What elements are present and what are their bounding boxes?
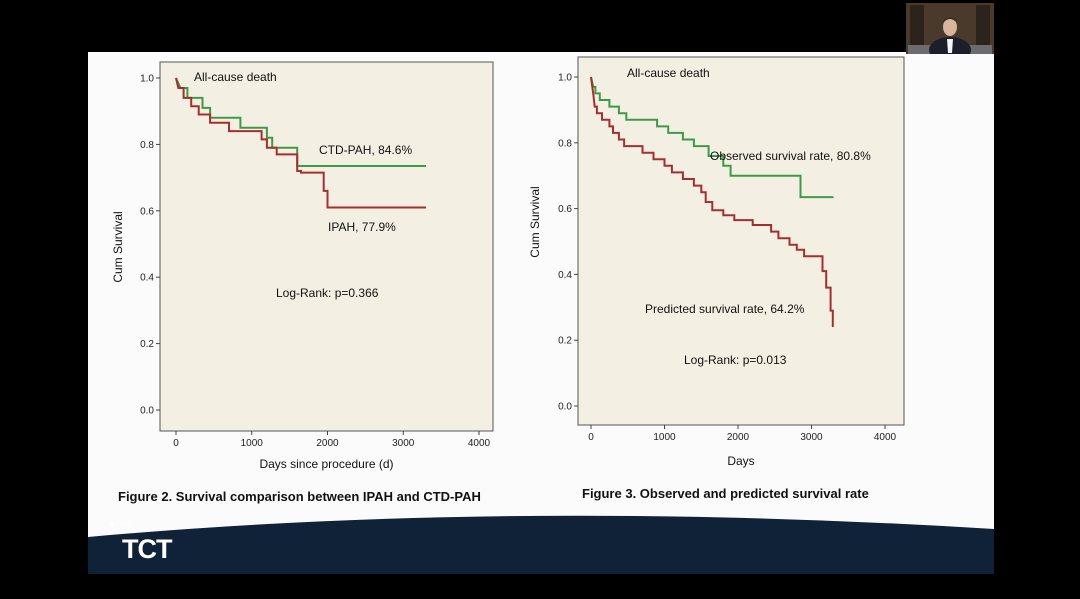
y-tick-label: 0.4: [140, 273, 154, 284]
x-tick-label: 1000: [241, 438, 264, 449]
presenter-webcam: [906, 3, 994, 54]
chart-title: All-cause death: [194, 70, 277, 84]
series-line-red: [590, 76, 834, 327]
y-tick-label: 0.4: [558, 270, 572, 281]
x-tick-label: 3000: [392, 438, 415, 449]
x-tick-label: 1000: [653, 432, 676, 443]
y-tick-label: 0.2: [140, 339, 154, 350]
survival-chart-observed-predicted: 0.0 0.2 0.4 0.6 0.8 1.0 0 1000 2000 3000 4000 Days C…: [528, 56, 905, 468]
x-tick-label: 2000: [316, 438, 339, 449]
series-line-green: [590, 76, 834, 199]
figure-2-caption: Figure 2. Survival comparison between IP…: [118, 489, 481, 504]
figure-3-caption: Figure 3. Observed and predicted surviva…: [582, 486, 869, 501]
plot-area: [577, 56, 905, 426]
y-tick-label: 0.0: [558, 402, 572, 413]
y-tick-label: 0.0: [140, 406, 154, 417]
presentation-slide: 0.0 0.2 0.4 0.6 0.8 1.0 0 1000 2000 3000 4000 Days …: [88, 52, 994, 574]
series-label: CTD-PAH, 84.6%: [319, 143, 412, 157]
y-axis-label: Cum Survival: [111, 211, 125, 282]
series-label: Predicted survival rate, 64.2%: [645, 302, 805, 316]
x-tick-label: 4000: [468, 438, 491, 449]
x-tick-label: 0: [588, 432, 594, 443]
y-tick-label: 0.6: [140, 206, 154, 217]
series-line-red: [175, 77, 426, 209]
series-label: Observed survival rate, 80.8%: [710, 149, 871, 163]
x-axis-label: Days: [727, 454, 754, 468]
log-rank-annotation: Log-Rank: p=0.366: [276, 286, 379, 300]
y-tick-label: 0.6: [558, 204, 572, 215]
crf-logo-mark: ♥CRF: [110, 520, 134, 530]
y-tick-label: 0.8: [558, 138, 572, 149]
chart-title: All-cause death: [627, 66, 710, 80]
x-tick-label: 3000: [800, 432, 823, 443]
x-tick-label: 2000: [727, 432, 750, 443]
slide-footer-band: [88, 515, 994, 574]
survival-chart-ipah-ctd: 0.0 0.2 0.4 0.6 0.8 1.0 0 1000 2000 3000 4000 Days …: [111, 61, 494, 471]
y-tick-label: 0.8: [140, 140, 154, 151]
x-tick-label: 0: [173, 438, 179, 449]
crf-logo-text: CRF: [115, 520, 134, 530]
x-axis-label: Days since procedure (d): [259, 457, 393, 471]
tct-logo: TCT: [122, 534, 172, 564]
series-line-green: [175, 77, 426, 167]
x-tick-label: 4000: [874, 432, 897, 443]
log-rank-annotation: Log-Rank: p=0.013: [684, 353, 787, 367]
y-tick-label: 1.0: [558, 73, 572, 84]
series-label: IPAH, 77.9%: [328, 220, 396, 234]
y-axis-label: Cum Survival: [528, 186, 542, 257]
y-tick-label: 1.0: [140, 74, 154, 85]
y-tick-label: 0.2: [558, 336, 572, 347]
